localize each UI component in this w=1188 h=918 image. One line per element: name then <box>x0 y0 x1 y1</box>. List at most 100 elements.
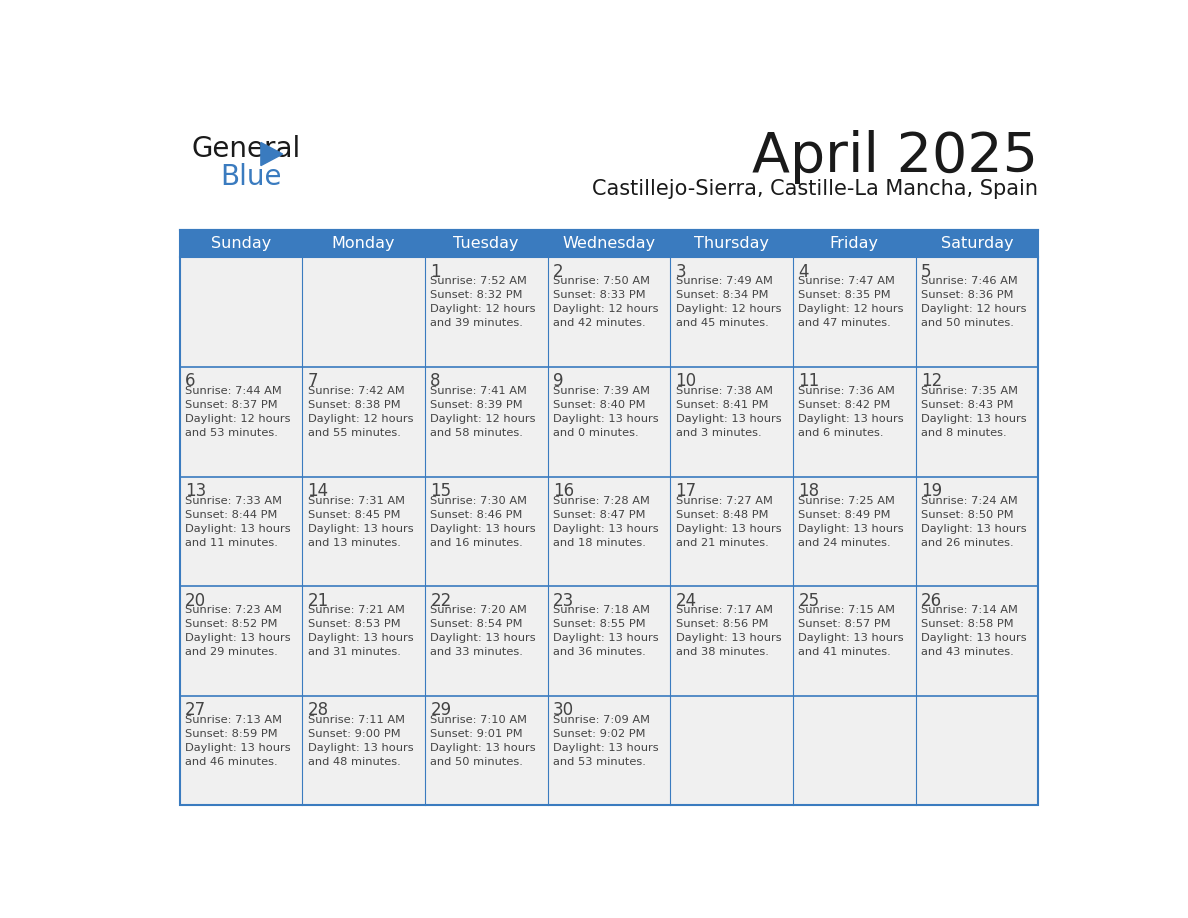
Text: 20: 20 <box>185 591 206 610</box>
Bar <box>179 367 302 476</box>
Text: Sunrise: 7:41 AM
Sunset: 8:39 PM
Daylight: 12 hours
and 58 minutes.: Sunrise: 7:41 AM Sunset: 8:39 PM Dayligh… <box>430 386 536 438</box>
Text: Sunrise: 7:14 AM
Sunset: 8:58 PM
Daylight: 13 hours
and 43 minutes.: Sunrise: 7:14 AM Sunset: 8:58 PM Dayligh… <box>921 606 1026 657</box>
Text: 3: 3 <box>676 263 687 281</box>
Text: Sunrise: 7:24 AM
Sunset: 8:50 PM
Daylight: 13 hours
and 26 minutes.: Sunrise: 7:24 AM Sunset: 8:50 PM Dayligh… <box>921 496 1026 548</box>
Text: Sunrise: 7:28 AM
Sunset: 8:47 PM
Daylight: 13 hours
and 18 minutes.: Sunrise: 7:28 AM Sunset: 8:47 PM Dayligh… <box>552 496 658 548</box>
Bar <box>179 230 1038 257</box>
Bar <box>302 696 425 805</box>
Bar <box>425 696 548 805</box>
Bar <box>548 476 670 587</box>
Bar <box>670 257 792 367</box>
Text: Wednesday: Wednesday <box>562 236 656 252</box>
Bar <box>792 367 916 476</box>
Bar <box>302 476 425 587</box>
Bar <box>179 587 302 696</box>
Text: Sunrise: 7:15 AM
Sunset: 8:57 PM
Daylight: 13 hours
and 41 minutes.: Sunrise: 7:15 AM Sunset: 8:57 PM Dayligh… <box>798 606 904 657</box>
Text: 17: 17 <box>676 482 696 500</box>
Bar <box>548 367 670 476</box>
Text: 10: 10 <box>676 373 696 390</box>
Text: Sunrise: 7:27 AM
Sunset: 8:48 PM
Daylight: 13 hours
and 21 minutes.: Sunrise: 7:27 AM Sunset: 8:48 PM Dayligh… <box>676 496 782 548</box>
Text: Sunrise: 7:46 AM
Sunset: 8:36 PM
Daylight: 12 hours
and 50 minutes.: Sunrise: 7:46 AM Sunset: 8:36 PM Dayligh… <box>921 276 1026 329</box>
Bar <box>302 587 425 696</box>
Text: 26: 26 <box>921 591 942 610</box>
Text: Sunrise: 7:17 AM
Sunset: 8:56 PM
Daylight: 13 hours
and 38 minutes.: Sunrise: 7:17 AM Sunset: 8:56 PM Dayligh… <box>676 606 782 657</box>
Text: Sunrise: 7:49 AM
Sunset: 8:34 PM
Daylight: 12 hours
and 45 minutes.: Sunrise: 7:49 AM Sunset: 8:34 PM Dayligh… <box>676 276 782 329</box>
Text: Sunrise: 7:21 AM
Sunset: 8:53 PM
Daylight: 13 hours
and 31 minutes.: Sunrise: 7:21 AM Sunset: 8:53 PM Dayligh… <box>308 606 413 657</box>
Bar <box>179 476 302 587</box>
Text: Sunrise: 7:13 AM
Sunset: 8:59 PM
Daylight: 13 hours
and 46 minutes.: Sunrise: 7:13 AM Sunset: 8:59 PM Dayligh… <box>185 715 291 767</box>
Text: Saturday: Saturday <box>941 236 1013 252</box>
Text: 30: 30 <box>552 701 574 719</box>
Text: 15: 15 <box>430 482 451 500</box>
Text: 27: 27 <box>185 701 206 719</box>
Text: Thursday: Thursday <box>694 236 769 252</box>
Text: Sunday: Sunday <box>210 236 271 252</box>
Text: 4: 4 <box>798 263 809 281</box>
Bar <box>179 230 1038 805</box>
Bar <box>425 367 548 476</box>
Text: 18: 18 <box>798 482 820 500</box>
Bar <box>670 367 792 476</box>
Text: Sunrise: 7:31 AM
Sunset: 8:45 PM
Daylight: 13 hours
and 13 minutes.: Sunrise: 7:31 AM Sunset: 8:45 PM Dayligh… <box>308 496 413 548</box>
Text: Sunrise: 7:18 AM
Sunset: 8:55 PM
Daylight: 13 hours
and 36 minutes.: Sunrise: 7:18 AM Sunset: 8:55 PM Dayligh… <box>552 606 658 657</box>
Text: 28: 28 <box>308 701 329 719</box>
Text: 19: 19 <box>921 482 942 500</box>
Bar <box>670 696 792 805</box>
Text: Sunrise: 7:25 AM
Sunset: 8:49 PM
Daylight: 13 hours
and 24 minutes.: Sunrise: 7:25 AM Sunset: 8:49 PM Dayligh… <box>798 496 904 548</box>
Text: Sunrise: 7:38 AM
Sunset: 8:41 PM
Daylight: 13 hours
and 3 minutes.: Sunrise: 7:38 AM Sunset: 8:41 PM Dayligh… <box>676 386 782 438</box>
Bar <box>179 696 302 805</box>
Text: 24: 24 <box>676 591 696 610</box>
Text: Sunrise: 7:47 AM
Sunset: 8:35 PM
Daylight: 12 hours
and 47 minutes.: Sunrise: 7:47 AM Sunset: 8:35 PM Dayligh… <box>798 276 904 329</box>
Text: 13: 13 <box>185 482 207 500</box>
Polygon shape <box>261 142 283 165</box>
Bar <box>548 257 670 367</box>
Text: 11: 11 <box>798 373 820 390</box>
Bar <box>792 257 916 367</box>
Bar <box>916 257 1038 367</box>
Text: 2: 2 <box>552 263 563 281</box>
Text: 5: 5 <box>921 263 931 281</box>
Text: Blue: Blue <box>221 163 282 191</box>
Text: Monday: Monday <box>331 236 396 252</box>
Text: April 2025: April 2025 <box>752 130 1038 185</box>
Bar <box>548 696 670 805</box>
Text: Sunrise: 7:09 AM
Sunset: 9:02 PM
Daylight: 13 hours
and 53 minutes.: Sunrise: 7:09 AM Sunset: 9:02 PM Dayligh… <box>552 715 658 767</box>
Text: Sunrise: 7:33 AM
Sunset: 8:44 PM
Daylight: 13 hours
and 11 minutes.: Sunrise: 7:33 AM Sunset: 8:44 PM Dayligh… <box>185 496 291 548</box>
Text: Friday: Friday <box>829 236 879 252</box>
Text: 1: 1 <box>430 263 441 281</box>
Text: 7: 7 <box>308 373 318 390</box>
Text: Sunrise: 7:30 AM
Sunset: 8:46 PM
Daylight: 13 hours
and 16 minutes.: Sunrise: 7:30 AM Sunset: 8:46 PM Dayligh… <box>430 496 536 548</box>
Text: 22: 22 <box>430 591 451 610</box>
Bar <box>916 476 1038 587</box>
Bar <box>670 476 792 587</box>
Bar <box>425 476 548 587</box>
Text: 9: 9 <box>552 373 563 390</box>
Text: Castillejo-Sierra, Castille-La Mancha, Spain: Castillejo-Sierra, Castille-La Mancha, S… <box>592 179 1038 199</box>
Bar <box>792 587 916 696</box>
Bar <box>792 476 916 587</box>
Text: 14: 14 <box>308 482 329 500</box>
Bar <box>302 367 425 476</box>
Text: 23: 23 <box>552 591 574 610</box>
Text: Sunrise: 7:52 AM
Sunset: 8:32 PM
Daylight: 12 hours
and 39 minutes.: Sunrise: 7:52 AM Sunset: 8:32 PM Dayligh… <box>430 276 536 329</box>
Text: Sunrise: 7:44 AM
Sunset: 8:37 PM
Daylight: 12 hours
and 53 minutes.: Sunrise: 7:44 AM Sunset: 8:37 PM Dayligh… <box>185 386 290 438</box>
Text: 16: 16 <box>552 482 574 500</box>
Text: 12: 12 <box>921 373 942 390</box>
Bar <box>670 587 792 696</box>
Text: Sunrise: 7:39 AM
Sunset: 8:40 PM
Daylight: 13 hours
and 0 minutes.: Sunrise: 7:39 AM Sunset: 8:40 PM Dayligh… <box>552 386 658 438</box>
Text: Tuesday: Tuesday <box>454 236 519 252</box>
Text: 6: 6 <box>185 373 195 390</box>
Text: Sunrise: 7:35 AM
Sunset: 8:43 PM
Daylight: 13 hours
and 8 minutes.: Sunrise: 7:35 AM Sunset: 8:43 PM Dayligh… <box>921 386 1026 438</box>
Bar <box>916 696 1038 805</box>
Bar <box>425 257 548 367</box>
Text: Sunrise: 7:23 AM
Sunset: 8:52 PM
Daylight: 13 hours
and 29 minutes.: Sunrise: 7:23 AM Sunset: 8:52 PM Dayligh… <box>185 606 291 657</box>
Text: 29: 29 <box>430 701 451 719</box>
Text: Sunrise: 7:20 AM
Sunset: 8:54 PM
Daylight: 13 hours
and 33 minutes.: Sunrise: 7:20 AM Sunset: 8:54 PM Dayligh… <box>430 606 536 657</box>
Text: Sunrise: 7:42 AM
Sunset: 8:38 PM
Daylight: 12 hours
and 55 minutes.: Sunrise: 7:42 AM Sunset: 8:38 PM Dayligh… <box>308 386 413 438</box>
Bar <box>916 367 1038 476</box>
Bar <box>792 696 916 805</box>
Bar <box>179 257 302 367</box>
Bar <box>916 587 1038 696</box>
Text: Sunrise: 7:50 AM
Sunset: 8:33 PM
Daylight: 12 hours
and 42 minutes.: Sunrise: 7:50 AM Sunset: 8:33 PM Dayligh… <box>552 276 658 329</box>
Text: Sunrise: 7:36 AM
Sunset: 8:42 PM
Daylight: 13 hours
and 6 minutes.: Sunrise: 7:36 AM Sunset: 8:42 PM Dayligh… <box>798 386 904 438</box>
